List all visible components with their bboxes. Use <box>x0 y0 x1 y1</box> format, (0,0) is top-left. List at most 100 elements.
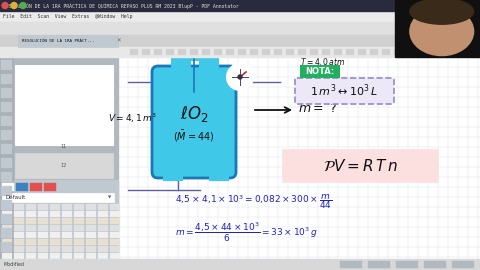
Bar <box>50 232 60 238</box>
Text: $m=\ ?$: $m=\ ?$ <box>298 102 337 114</box>
Bar <box>358 49 366 55</box>
Bar <box>62 239 72 245</box>
Text: File  Edit  Scan  View  Extras  @Window  Help: File Edit Scan View Extras @Window Help <box>3 14 132 19</box>
Bar <box>0 11 480 22</box>
Bar <box>50 246 60 251</box>
Bar <box>74 225 84 231</box>
Bar <box>368 261 390 268</box>
Bar <box>62 211 72 217</box>
Bar <box>1 214 12 224</box>
Bar <box>62 218 72 224</box>
Bar <box>38 211 48 217</box>
Bar <box>142 49 150 55</box>
Bar <box>424 261 446 268</box>
Bar <box>38 239 48 245</box>
Bar <box>118 57 480 262</box>
Text: $\ell O_2$: $\ell O_2$ <box>180 104 208 124</box>
Bar <box>14 225 24 231</box>
Bar <box>26 253 36 258</box>
Text: $T=4,0\,atm$: $T=4,0\,atm$ <box>300 56 346 68</box>
Bar <box>0 22 480 35</box>
Bar <box>1 144 12 154</box>
Bar <box>18 35 118 47</box>
Text: Default: Default <box>5 195 25 200</box>
Bar <box>110 232 120 238</box>
Bar <box>26 246 36 251</box>
Bar <box>262 49 270 55</box>
Bar <box>2 232 12 238</box>
Bar <box>310 49 318 55</box>
Bar <box>334 49 342 55</box>
Bar <box>86 253 96 258</box>
Bar <box>15 153 113 178</box>
Bar <box>62 246 72 251</box>
Bar <box>154 49 162 55</box>
Bar <box>214 49 222 55</box>
Bar <box>50 239 60 245</box>
Bar <box>110 239 120 245</box>
Bar <box>50 225 60 231</box>
Bar <box>396 261 418 268</box>
Bar <box>86 211 96 217</box>
Bar <box>86 204 96 210</box>
Bar <box>62 204 72 210</box>
Bar <box>14 211 24 217</box>
Bar <box>110 246 120 251</box>
Bar <box>74 239 84 245</box>
Bar <box>300 65 340 78</box>
Bar <box>62 232 72 238</box>
Bar <box>1 186 12 196</box>
Bar <box>86 218 96 224</box>
Bar <box>0 35 480 47</box>
Bar <box>14 232 24 238</box>
Bar <box>14 218 24 224</box>
Bar <box>74 218 84 224</box>
Bar <box>452 261 474 268</box>
Bar <box>406 49 414 55</box>
Bar <box>44 183 56 191</box>
Text: RESOLUCIÓN DE LA 1RA PRÁCT...: RESOLUCIÓN DE LA 1RA PRÁCT... <box>22 39 95 43</box>
Bar <box>2 246 12 251</box>
Bar <box>26 232 36 238</box>
Text: 11: 11 <box>61 144 67 149</box>
Bar <box>394 49 402 55</box>
Bar <box>98 204 108 210</box>
Bar <box>370 49 378 55</box>
Bar <box>418 49 426 55</box>
Ellipse shape <box>410 7 474 56</box>
Bar <box>98 239 108 245</box>
Text: RESOLUCIÓN DE LA 1RA PRÁCTICA DE QUÍMICA REPASO PLUS RM 2023 BlupP - PDF Annotat: RESOLUCIÓN DE LA 1RA PRÁCTICA DE QUÍMICA… <box>3 2 239 9</box>
Bar <box>14 253 24 258</box>
Bar <box>2 218 12 224</box>
Bar <box>0 180 118 262</box>
Bar <box>98 211 108 217</box>
Bar <box>98 225 108 231</box>
Bar <box>0 57 13 262</box>
Text: ✕: ✕ <box>116 39 120 43</box>
Bar <box>38 225 48 231</box>
Bar <box>62 225 72 231</box>
Bar <box>0 57 118 262</box>
Bar <box>50 204 60 210</box>
Bar <box>50 218 60 224</box>
Bar <box>2 225 12 231</box>
Bar <box>86 239 96 245</box>
Bar <box>1 74 12 84</box>
Bar <box>26 218 36 224</box>
Ellipse shape <box>410 0 474 24</box>
Bar <box>166 49 174 55</box>
Bar <box>178 49 186 55</box>
Bar <box>283 150 438 182</box>
Circle shape <box>227 64 253 90</box>
Bar <box>30 183 42 191</box>
Bar <box>130 49 138 55</box>
Bar <box>14 246 24 251</box>
Bar <box>86 246 96 251</box>
Bar <box>202 49 210 55</box>
Bar <box>74 253 84 258</box>
Circle shape <box>20 2 26 8</box>
Bar <box>164 170 182 180</box>
Bar <box>26 225 36 231</box>
Bar <box>98 218 108 224</box>
Bar <box>38 232 48 238</box>
